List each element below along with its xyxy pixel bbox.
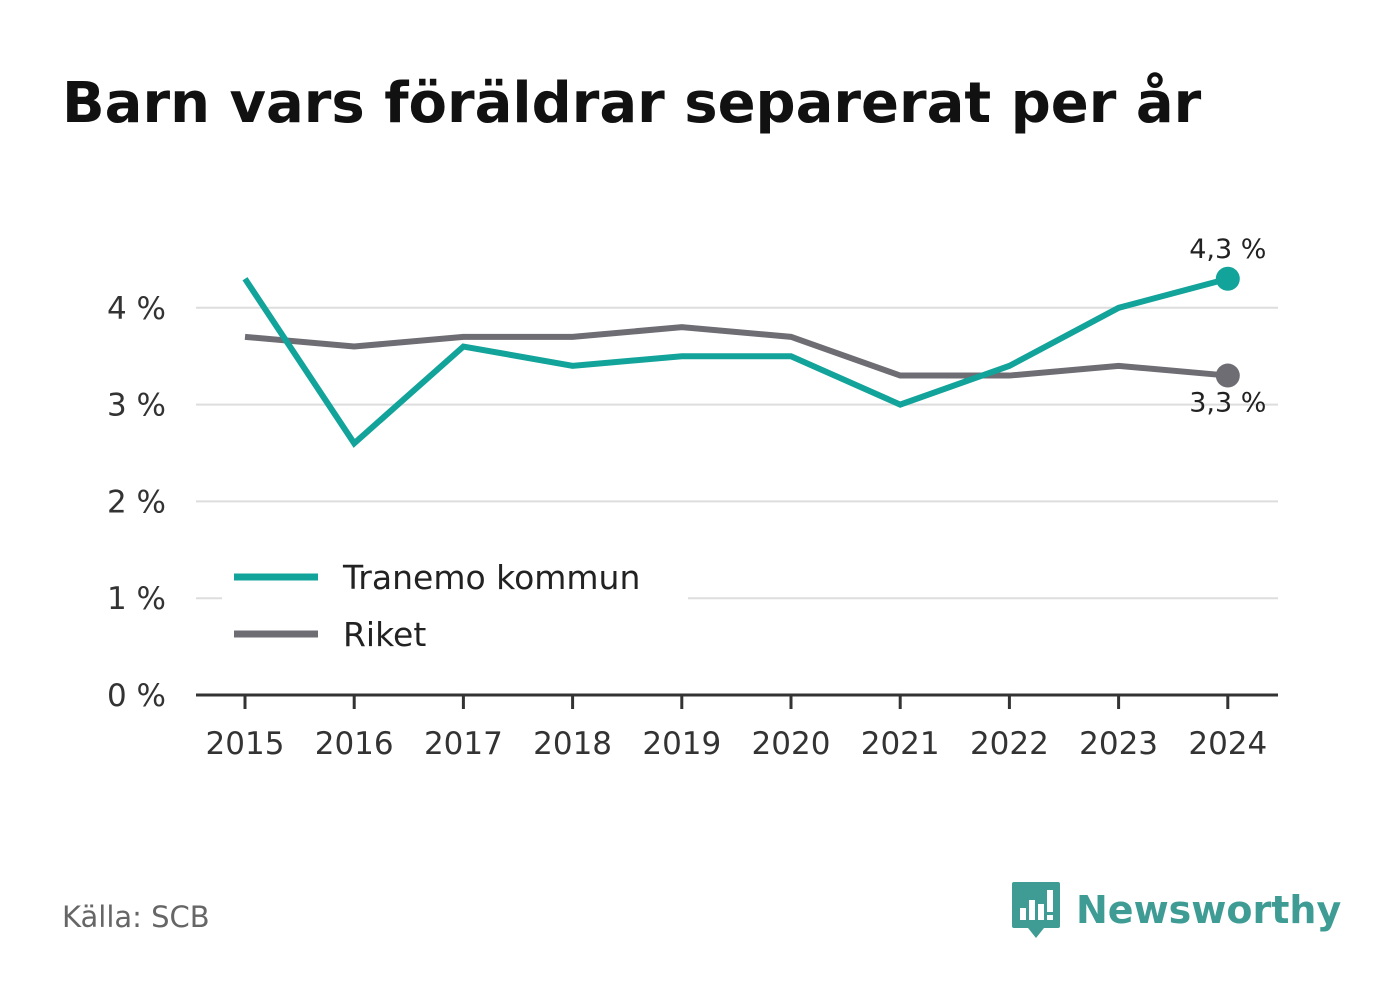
series-lines	[242, 275, 1229, 448]
x-tick-label: 2023	[1079, 726, 1158, 762]
x-tick-label: 2017	[424, 726, 503, 762]
y-axis-tick-labels: 0 % 1 % 2 % 3 % 4 %	[107, 291, 166, 714]
x-tick-label: 2024	[1188, 726, 1267, 762]
end-markers	[1215, 266, 1240, 388]
legend: Tranemo kommun Riket	[222, 548, 688, 660]
end-marker-tranemo	[1215, 266, 1240, 291]
bar-chart-speech-bubble-icon	[1012, 882, 1060, 938]
x-tick-label: 2022	[970, 726, 1049, 762]
legend-label: Riket	[343, 615, 426, 654]
x-tick-label: 2019	[642, 726, 721, 762]
brand-name: Newsworthy	[1076, 888, 1342, 932]
end-label-riket: 3,3 %	[1189, 388, 1266, 419]
x-tick-label: 2015	[206, 726, 285, 762]
series-line-riket	[244, 324, 1229, 379]
x-tick-label: 2018	[533, 726, 612, 762]
x-axis-tick-labels: 2015 2016 2017 2018 2019 2020 2021 2022 2023 2024	[206, 726, 1268, 762]
x-tick-label: 2020	[752, 726, 831, 762]
x-tick-label: 2021	[861, 726, 940, 762]
y-tick-label: 1 %	[107, 581, 166, 617]
y-tick-label: 4 %	[107, 291, 166, 327]
legend-label: Tranemo kommun	[342, 558, 640, 597]
end-marker-riket	[1215, 363, 1240, 388]
y-tick-label: 3 %	[107, 388, 166, 424]
end-label-tranemo: 4,3 %	[1189, 234, 1266, 265]
x-tick-label: 2016	[315, 726, 394, 762]
legend-background	[222, 548, 688, 660]
series-line-tranemo	[242, 275, 1229, 448]
end-labels: 4,3 % 3,3 %	[1189, 234, 1266, 419]
x-axis	[196, 693, 1278, 709]
source-note: Källa: SCB	[62, 900, 210, 934]
chart-title: Barn vars föräldrar separerat per år	[62, 71, 1202, 136]
brand-logo: Newsworthy	[1010, 878, 1341, 942]
y-tick-label: 2 %	[107, 484, 166, 520]
y-tick-label: 0 %	[107, 678, 166, 714]
